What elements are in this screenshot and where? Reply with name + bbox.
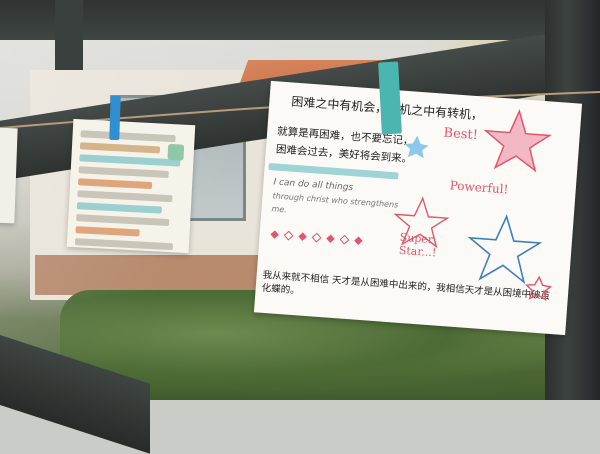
pink-diamonds-icon (270, 230, 363, 245)
text-line (77, 190, 173, 203)
text-line (79, 154, 181, 167)
text-line (80, 130, 177, 143)
note-card-main: 困难之中有机会，危机之中有转机， 就算是再困难，也不要忘记， 困难会过去，美好将… (253, 80, 583, 336)
text-line (76, 202, 162, 214)
star-decorations (270, 108, 553, 301)
pink-star-icon (483, 108, 552, 173)
sticker-icon (167, 143, 185, 161)
clothespin-teal (378, 61, 402, 135)
clothespin-blue (109, 95, 121, 141)
blue-star-icon (467, 214, 543, 285)
text-line (79, 142, 160, 154)
red-star-icon (393, 196, 450, 249)
text-line (76, 214, 170, 227)
text-line (78, 166, 169, 178)
small-red-star-icon (524, 275, 553, 301)
text-line (75, 226, 140, 237)
window-frame-top (0, 0, 600, 40)
note-card-small (66, 118, 196, 254)
building-base (35, 255, 295, 295)
window-frame-post (55, 0, 83, 70)
small-blue-star-icon (404, 135, 429, 159)
text-line (77, 178, 153, 190)
